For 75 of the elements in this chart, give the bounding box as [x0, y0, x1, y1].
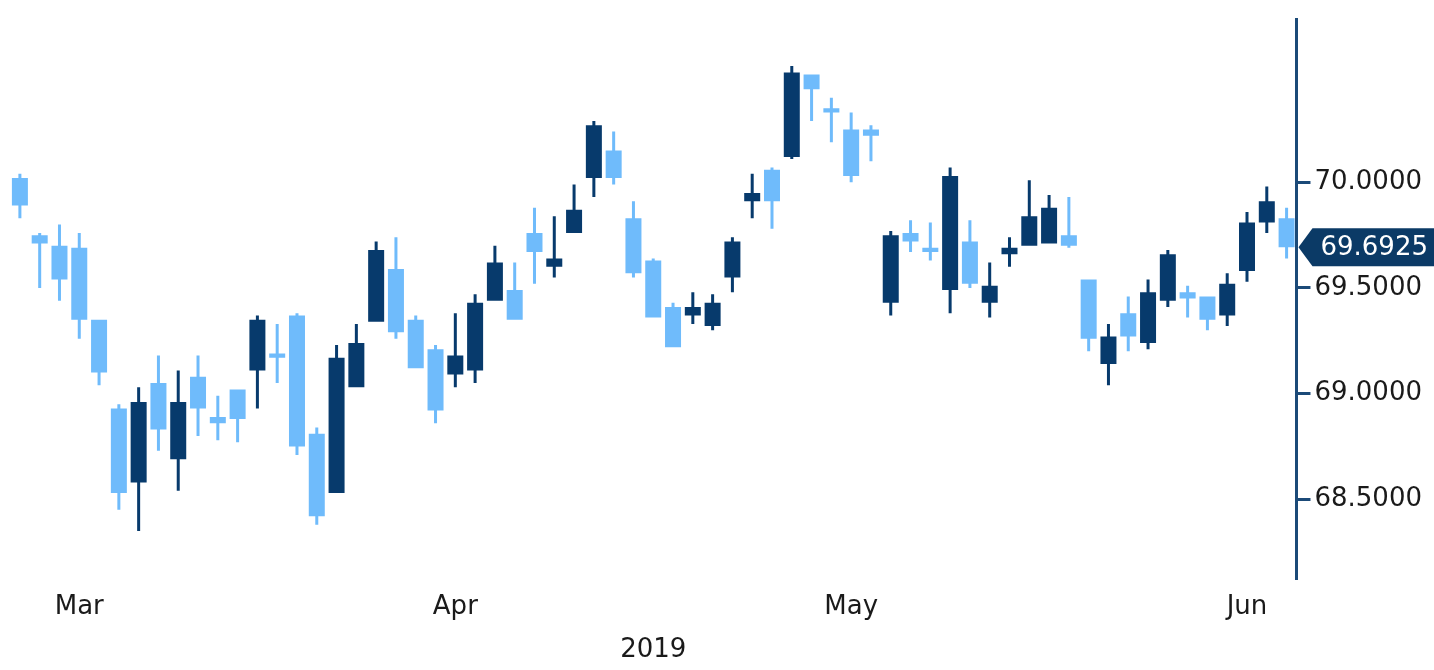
y-tick-label: 69.0000 [1314, 376, 1423, 407]
candlestick [823, 97, 840, 143]
candlestick [11, 173, 28, 219]
candlestick [1080, 279, 1097, 352]
candlestick [1140, 279, 1157, 350]
x-tick-label: Apr [432, 589, 479, 620]
candlestick [387, 237, 404, 339]
candlestick [665, 302, 682, 348]
candlestick [645, 258, 662, 318]
candlestick [704, 294, 721, 331]
candlestick [368, 241, 385, 322]
candlestick [170, 370, 187, 491]
candlestick [981, 262, 998, 318]
candlestick [902, 220, 919, 253]
candlestick [110, 404, 127, 510]
candlestick [1100, 323, 1117, 386]
candlestick [1179, 285, 1196, 318]
candlestick [783, 66, 800, 160]
candlestick [31, 233, 48, 288]
candlestick [843, 112, 860, 183]
candlestick [190, 355, 207, 436]
candlestick [724, 237, 741, 293]
y-tick-label: 68.5000 [1314, 482, 1423, 513]
candlestick [209, 395, 226, 441]
candlestick [1159, 249, 1176, 307]
candlestick [51, 224, 68, 301]
candlestick [1278, 207, 1295, 259]
candlestick [467, 294, 484, 384]
candlestick [922, 222, 939, 261]
candlestick [605, 131, 622, 185]
x-tick-label: Mar [54, 589, 105, 620]
candlestick [1021, 180, 1038, 246]
candlestick [427, 345, 444, 424]
candlestick [862, 125, 879, 162]
candlestick [1219, 273, 1236, 327]
x-tick-label: Jun [1224, 589, 1268, 620]
candlestick [566, 184, 583, 234]
y-tick-label: 69.5000 [1314, 270, 1423, 301]
candlestick [348, 323, 365, 388]
candlestick [130, 387, 147, 531]
candlestick [308, 427, 325, 525]
candlestick [585, 121, 602, 198]
candlestick [803, 74, 820, 122]
candlestick [1239, 211, 1255, 282]
candlestick [486, 245, 503, 301]
candlestick [288, 313, 305, 455]
candlestick [71, 233, 88, 339]
candlestick [1001, 237, 1018, 267]
x-axis-title: 2019 [620, 633, 687, 664]
candlestick [763, 167, 780, 229]
candlestick [961, 220, 978, 288]
y-tick-label: 70.0000 [1314, 165, 1423, 196]
candlestick [744, 173, 761, 219]
x-tick-label: May [824, 589, 879, 620]
text: 69.6925 [1320, 231, 1429, 262]
candlestick [1120, 296, 1137, 352]
candlestick [1060, 197, 1077, 248]
candlestick [526, 207, 543, 284]
candlestick [229, 389, 246, 443]
candlestick [249, 315, 266, 409]
candlestick [684, 292, 701, 324]
candlestick [91, 319, 108, 386]
candlestick [1199, 296, 1216, 331]
candlestick [942, 167, 959, 314]
candlestick [1258, 186, 1275, 234]
candlestick [328, 345, 345, 493]
candlestick [269, 323, 286, 384]
candlestick [625, 201, 642, 278]
candlestick [150, 355, 167, 451]
candlestick [506, 262, 523, 320]
candlestick [1041, 195, 1058, 244]
candlestick [546, 216, 563, 278]
candlestick [407, 315, 424, 369]
candlestick [447, 313, 464, 388]
candlestick [882, 230, 899, 316]
